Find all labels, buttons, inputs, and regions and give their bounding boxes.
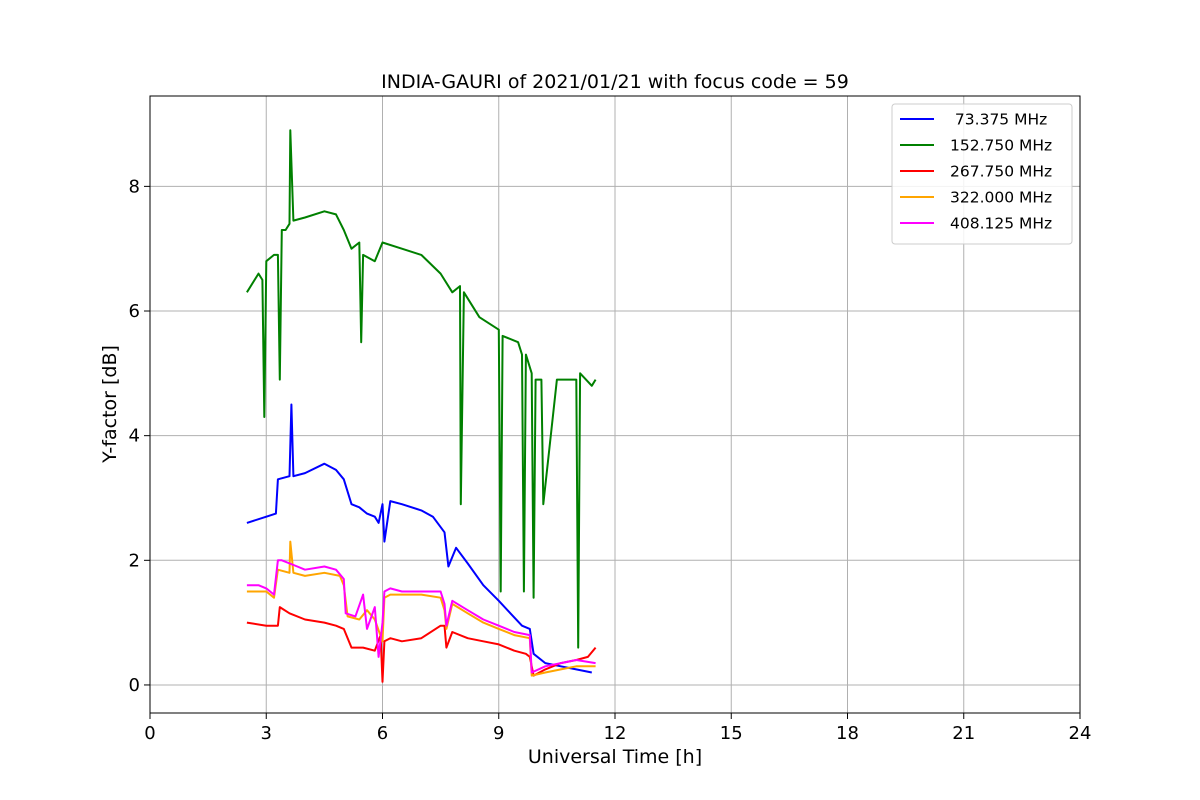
x-tick-label: 24 — [1069, 723, 1092, 744]
x-tick-label: 3 — [261, 723, 272, 744]
series-line-1 — [246, 403, 592, 674]
legend-entry-label: 408.125 MHz — [950, 215, 1052, 233]
x-tick-label: 6 — [377, 723, 388, 744]
x-tick-label: 0 — [144, 723, 155, 744]
y-tick-label: 0 — [129, 675, 140, 696]
legend-entry-label: 267.750 MHz — [950, 163, 1052, 181]
y-tick-label: 2 — [129, 550, 140, 571]
y-axis-label: Y-factor [dB] — [99, 345, 121, 464]
legend-entry-label: 73.375 MHz — [950, 111, 1047, 129]
legend-box — [891, 103, 1073, 245]
x-tick-label: 9 — [493, 723, 504, 744]
y-tick-label: 8 — [129, 176, 140, 197]
x-tick-label: 15 — [720, 723, 743, 744]
legend-entry-label: 322.000 MHz — [950, 189, 1052, 207]
legend-entry-label: 152.750 MHz — [950, 137, 1052, 155]
y-tick-label: 6 — [129, 301, 140, 322]
x-tick-label: 12 — [604, 723, 627, 744]
x-tick-label: 21 — [952, 723, 975, 744]
series-line-5 — [246, 559, 596, 674]
series-line-2 — [246, 129, 597, 649]
series-line-4 — [246, 540, 596, 677]
x-axis-label: Universal Time [h] — [528, 746, 702, 768]
x-tick-label: 18 — [836, 723, 859, 744]
legend: 73.375 MHz 152.750 MHz 267.750 MHz 322.000 … — [891, 103, 1073, 245]
y-tick-label: 4 — [129, 426, 140, 447]
series-lines — [246, 129, 597, 683]
chart-title: INDIA-GAURI of 2021/01/21 with focus cod… — [381, 71, 849, 93]
